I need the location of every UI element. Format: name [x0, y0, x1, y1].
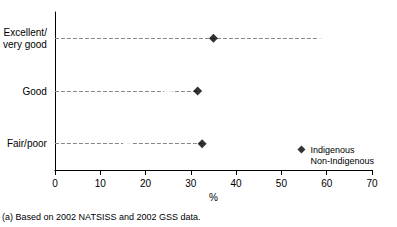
svg-text:40: 40	[231, 178, 243, 189]
svg-text:30: 30	[185, 178, 197, 189]
svg-text:Fair/poor: Fair/poor	[7, 138, 48, 149]
svg-text:Good: Good	[22, 86, 46, 97]
svg-text:Non-Indigenous: Non-Indigenous	[310, 156, 374, 166]
svg-text:70: 70	[366, 178, 378, 189]
svg-text:Excellent/: Excellent/	[4, 27, 48, 38]
svg-text:0: 0	[52, 178, 58, 189]
svg-text:50: 50	[276, 178, 288, 189]
svg-text:10: 10	[95, 178, 107, 189]
svg-text:(a) Based on 2002 NATSISS and: (a) Based on 2002 NATSISS and 2002 GSS d…	[2, 212, 200, 222]
svg-text:60: 60	[321, 178, 333, 189]
svg-text:Indigenous: Indigenous	[310, 145, 355, 155]
svg-text:very good: very good	[3, 39, 47, 50]
svg-text:%: %	[209, 192, 218, 203]
svg-text:20: 20	[140, 178, 152, 189]
